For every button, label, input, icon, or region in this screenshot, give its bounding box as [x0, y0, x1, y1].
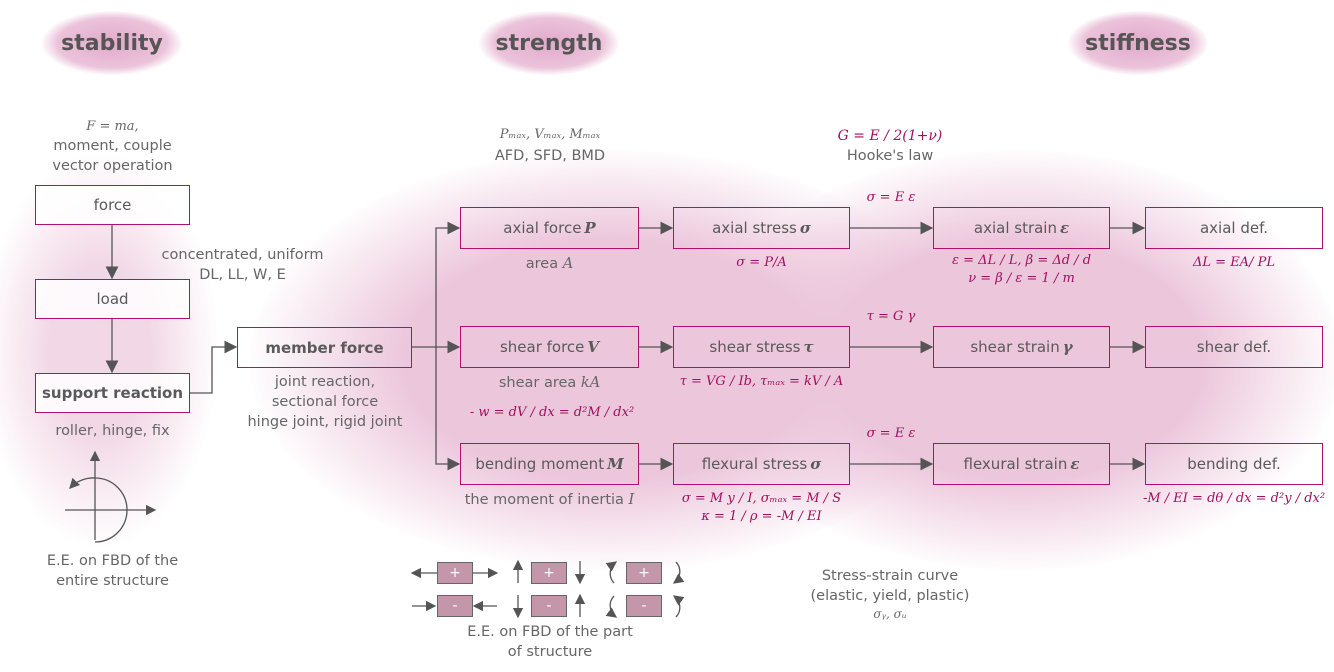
axial-force-box[interactable]: axial force P: [460, 207, 639, 249]
shear-deformation-box[interactable]: shear def.: [1145, 326, 1323, 368]
load-note: concentrated, uniform DL, LL, W, E: [161, 247, 324, 283]
label: axial force: [503, 219, 582, 237]
bending-stress-box[interactable]: flexural stress σ: [673, 443, 850, 485]
bending-deformation-formula: -M / EI = dθ / dx = d²y / dx²: [1142, 491, 1326, 506]
shear-stress-formula: τ = VG / Ib, τₘₐₓ = kV / A: [679, 374, 844, 389]
support-reaction-box[interactable]: support reaction: [35, 373, 190, 413]
load-box[interactable]: load: [35, 279, 190, 319]
yield-ultimate-symbols: σᵧ, σᵤ: [873, 607, 907, 621]
label: flexural strain: [963, 455, 1068, 473]
symbol: V: [587, 338, 600, 356]
label: shear force: [499, 338, 585, 356]
axial-deformation-box[interactable]: axial def.: [1145, 207, 1323, 249]
shear-stress-box[interactable]: shear stress τ: [673, 326, 850, 368]
sign-box-plus: +: [531, 562, 567, 584]
arrow-support-member: [190, 340, 238, 394]
symbol: σ: [799, 219, 811, 237]
load-relation: - w = dV / dx = d²M / dx²: [469, 405, 635, 420]
label: bending moment: [475, 455, 605, 473]
shear-modulus-formula: G = E / 2(1+ν): [837, 128, 943, 144]
shear-force-box[interactable]: shear force V: [460, 326, 639, 368]
shear-strain-box[interactable]: shear strain γ: [933, 326, 1110, 368]
label: shear stress: [709, 338, 801, 356]
force-note: F = ma, moment, couple vector operation: [52, 119, 173, 174]
symbol: M: [607, 455, 624, 473]
axial-force-note: area A: [525, 256, 574, 272]
symbol: τ: [803, 338, 814, 356]
sign-note: E.E. on FBD of the part of structure: [467, 624, 633, 660]
member-note: joint reaction, sectional force hinge join…: [247, 374, 403, 430]
symbol: ε: [1059, 219, 1070, 237]
axial-constitutive-relation: σ = E ε: [866, 190, 916, 205]
shear-force-note: shear area kA: [498, 375, 601, 391]
label: flexural stress: [701, 455, 808, 473]
bending-deformation-box[interactable]: bending def.: [1145, 443, 1323, 485]
bending-constitutive-relation: σ = E ε: [866, 426, 916, 441]
force-box[interactable]: force: [35, 185, 190, 225]
symbol: γ: [1062, 338, 1073, 356]
bending-force-box[interactable]: bending moment M: [460, 443, 639, 485]
sign-box-plus: +: [437, 562, 473, 584]
support-note: roller, hinge, fix: [55, 423, 170, 439]
label: axial strain: [973, 219, 1057, 237]
title-stability: stability: [42, 11, 182, 75]
sign-box-minus: -: [437, 595, 473, 617]
label: shear strain: [970, 338, 1060, 356]
sign-box-minus: -: [626, 595, 662, 617]
max-values: Pₘₐₓ, Vₘₐₓ, Mₘₐₓ: [499, 127, 601, 142]
sign-convention-arrows: [410, 559, 685, 619]
equilibrium-axes-icon: [65, 450, 157, 543]
background-blob: [700, 150, 1334, 570]
shear-constitutive-relation: τ = G γ: [866, 309, 916, 324]
sign-box-plus: +: [626, 562, 662, 584]
axial-strain-box[interactable]: axial strain ε: [933, 207, 1110, 249]
stress-strain-note: Stress-strain curve (elastic, yield, plas…: [810, 568, 970, 604]
title-stiffness: stiffness: [1068, 11, 1208, 75]
axial-stress-box[interactable]: axial stress σ: [673, 207, 850, 249]
ee-note: E.E. on FBD of the entire structure: [46, 553, 179, 589]
symbol: ε: [1070, 455, 1080, 473]
axial-deformation-formula: ΔL = EA/ PL: [1193, 255, 1275, 270]
hooke-law: Hooke's law: [846, 148, 934, 164]
diagrams-note: AFD, SFD, BMD: [494, 148, 606, 164]
label: axial stress: [712, 219, 797, 237]
symbol: P: [584, 219, 596, 237]
sign-box-minus: -: [531, 595, 567, 617]
symbol: σ: [810, 455, 822, 473]
bending-strain-box[interactable]: flexural strain ε: [933, 443, 1110, 485]
title-strength: strength: [479, 11, 619, 75]
bending-force-note: the moment of inertia I: [464, 492, 635, 508]
axial-stress-formula: σ = P/A: [736, 255, 787, 270]
member-force-box[interactable]: member force: [237, 327, 412, 368]
